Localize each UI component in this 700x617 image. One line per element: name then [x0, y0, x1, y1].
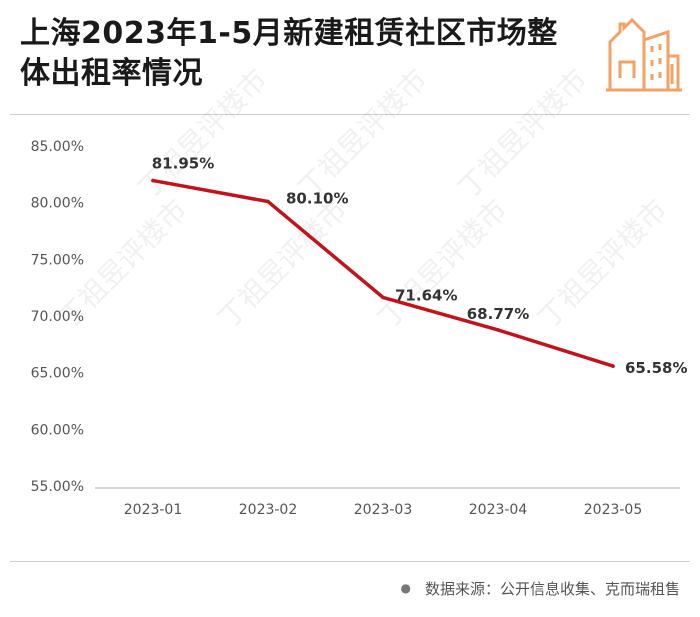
- data-label: 80.10%: [286, 190, 348, 208]
- source-note: ● 数据来源：公开信息收集、克而瑞租售: [401, 578, 681, 599]
- bullet-icon: ●: [400, 581, 411, 595]
- y-tick-label: 75.00%: [31, 252, 84, 268]
- data-point: [266, 199, 270, 204]
- source-text: 数据来源：公开信息收集、克而瑞租售: [424, 580, 680, 598]
- watermark-text: 丁祖昱评楼市: [532, 193, 674, 335]
- x-tick-label: 2023-02: [239, 502, 298, 518]
- top-divider: [10, 114, 690, 115]
- city-buildings-icon: [606, 18, 682, 92]
- x-tick-label: 2023-03: [354, 502, 413, 518]
- data-point: [496, 328, 500, 332]
- data-point: [151, 178, 155, 183]
- series-line: [151, 178, 615, 368]
- watermark-text: 丁祖昱评楼市: [132, 63, 274, 205]
- watermark-text: 丁祖昱评楼市: [292, 63, 434, 205]
- x-tick-label: 2023-04: [469, 502, 528, 518]
- data-point: [381, 295, 385, 300]
- chart-title: 上海2023年1-5月新建租赁社区市场整体出租率情况: [20, 16, 558, 91]
- data-label: 81.95%: [152, 155, 214, 173]
- data-label: 68.77%: [467, 305, 529, 323]
- x-tick-label: 2023-05: [584, 502, 643, 518]
- y-tick-label: 85.00%: [31, 139, 84, 155]
- x-tick-label: 2023-01: [124, 502, 183, 518]
- data-label: 65.58%: [625, 359, 687, 377]
- y-tick-label: 70.00%: [31, 309, 84, 325]
- watermark-text: 丁祖昱评楼市: [452, 63, 594, 205]
- data-label: 71.64%: [395, 286, 457, 304]
- y-tick-label: 80.00%: [31, 196, 84, 212]
- data-point: [611, 364, 615, 368]
- bottom-divider: [10, 561, 690, 562]
- y-tick-label: 65.00%: [31, 366, 84, 382]
- y-tick-label: 60.00%: [31, 422, 84, 438]
- y-tick-label: 55.00%: [31, 479, 84, 495]
